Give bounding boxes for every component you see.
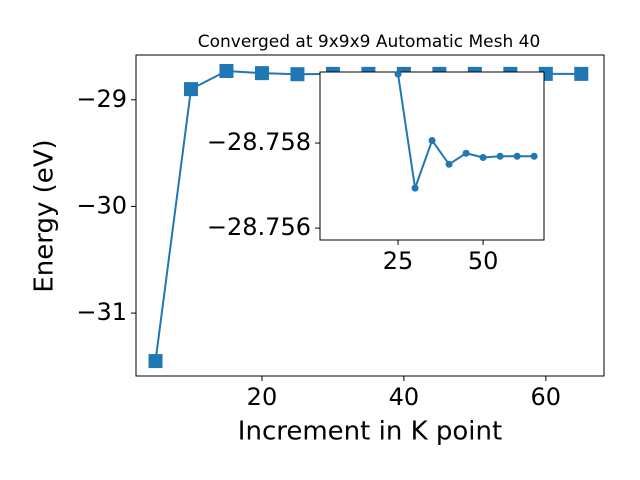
marker xyxy=(254,66,269,81)
x-tick-label: 60 xyxy=(531,383,562,411)
y-tick-label: −28.758 xyxy=(207,128,311,156)
marker xyxy=(411,184,419,192)
marker xyxy=(479,153,487,161)
x-tick-label: 40 xyxy=(389,383,420,411)
y-tick-label: −31 xyxy=(76,298,127,326)
x-tick-label: 20 xyxy=(247,383,278,411)
marker xyxy=(445,160,453,168)
marker xyxy=(428,136,436,144)
marker xyxy=(394,70,402,78)
marker xyxy=(183,82,198,97)
x-tick-label: 50 xyxy=(468,247,499,275)
marker xyxy=(513,152,521,160)
x-axis-label: Increment in K point xyxy=(238,417,502,447)
marker xyxy=(496,152,504,160)
y-tick-label: −29 xyxy=(76,85,127,113)
x-tick-label: 25 xyxy=(383,247,414,275)
marker xyxy=(219,63,234,78)
y-tick-label: −30 xyxy=(76,191,127,219)
y-axis-label: Energy (eV) xyxy=(30,139,60,292)
marker xyxy=(574,66,589,81)
chart-title: Converged at 9x9x9 Automatic Mesh 40 xyxy=(198,32,541,52)
marker xyxy=(290,67,305,82)
marker xyxy=(462,149,470,157)
marker xyxy=(148,354,163,369)
y-tick-label: −28.756 xyxy=(207,213,311,241)
marker xyxy=(530,152,538,160)
